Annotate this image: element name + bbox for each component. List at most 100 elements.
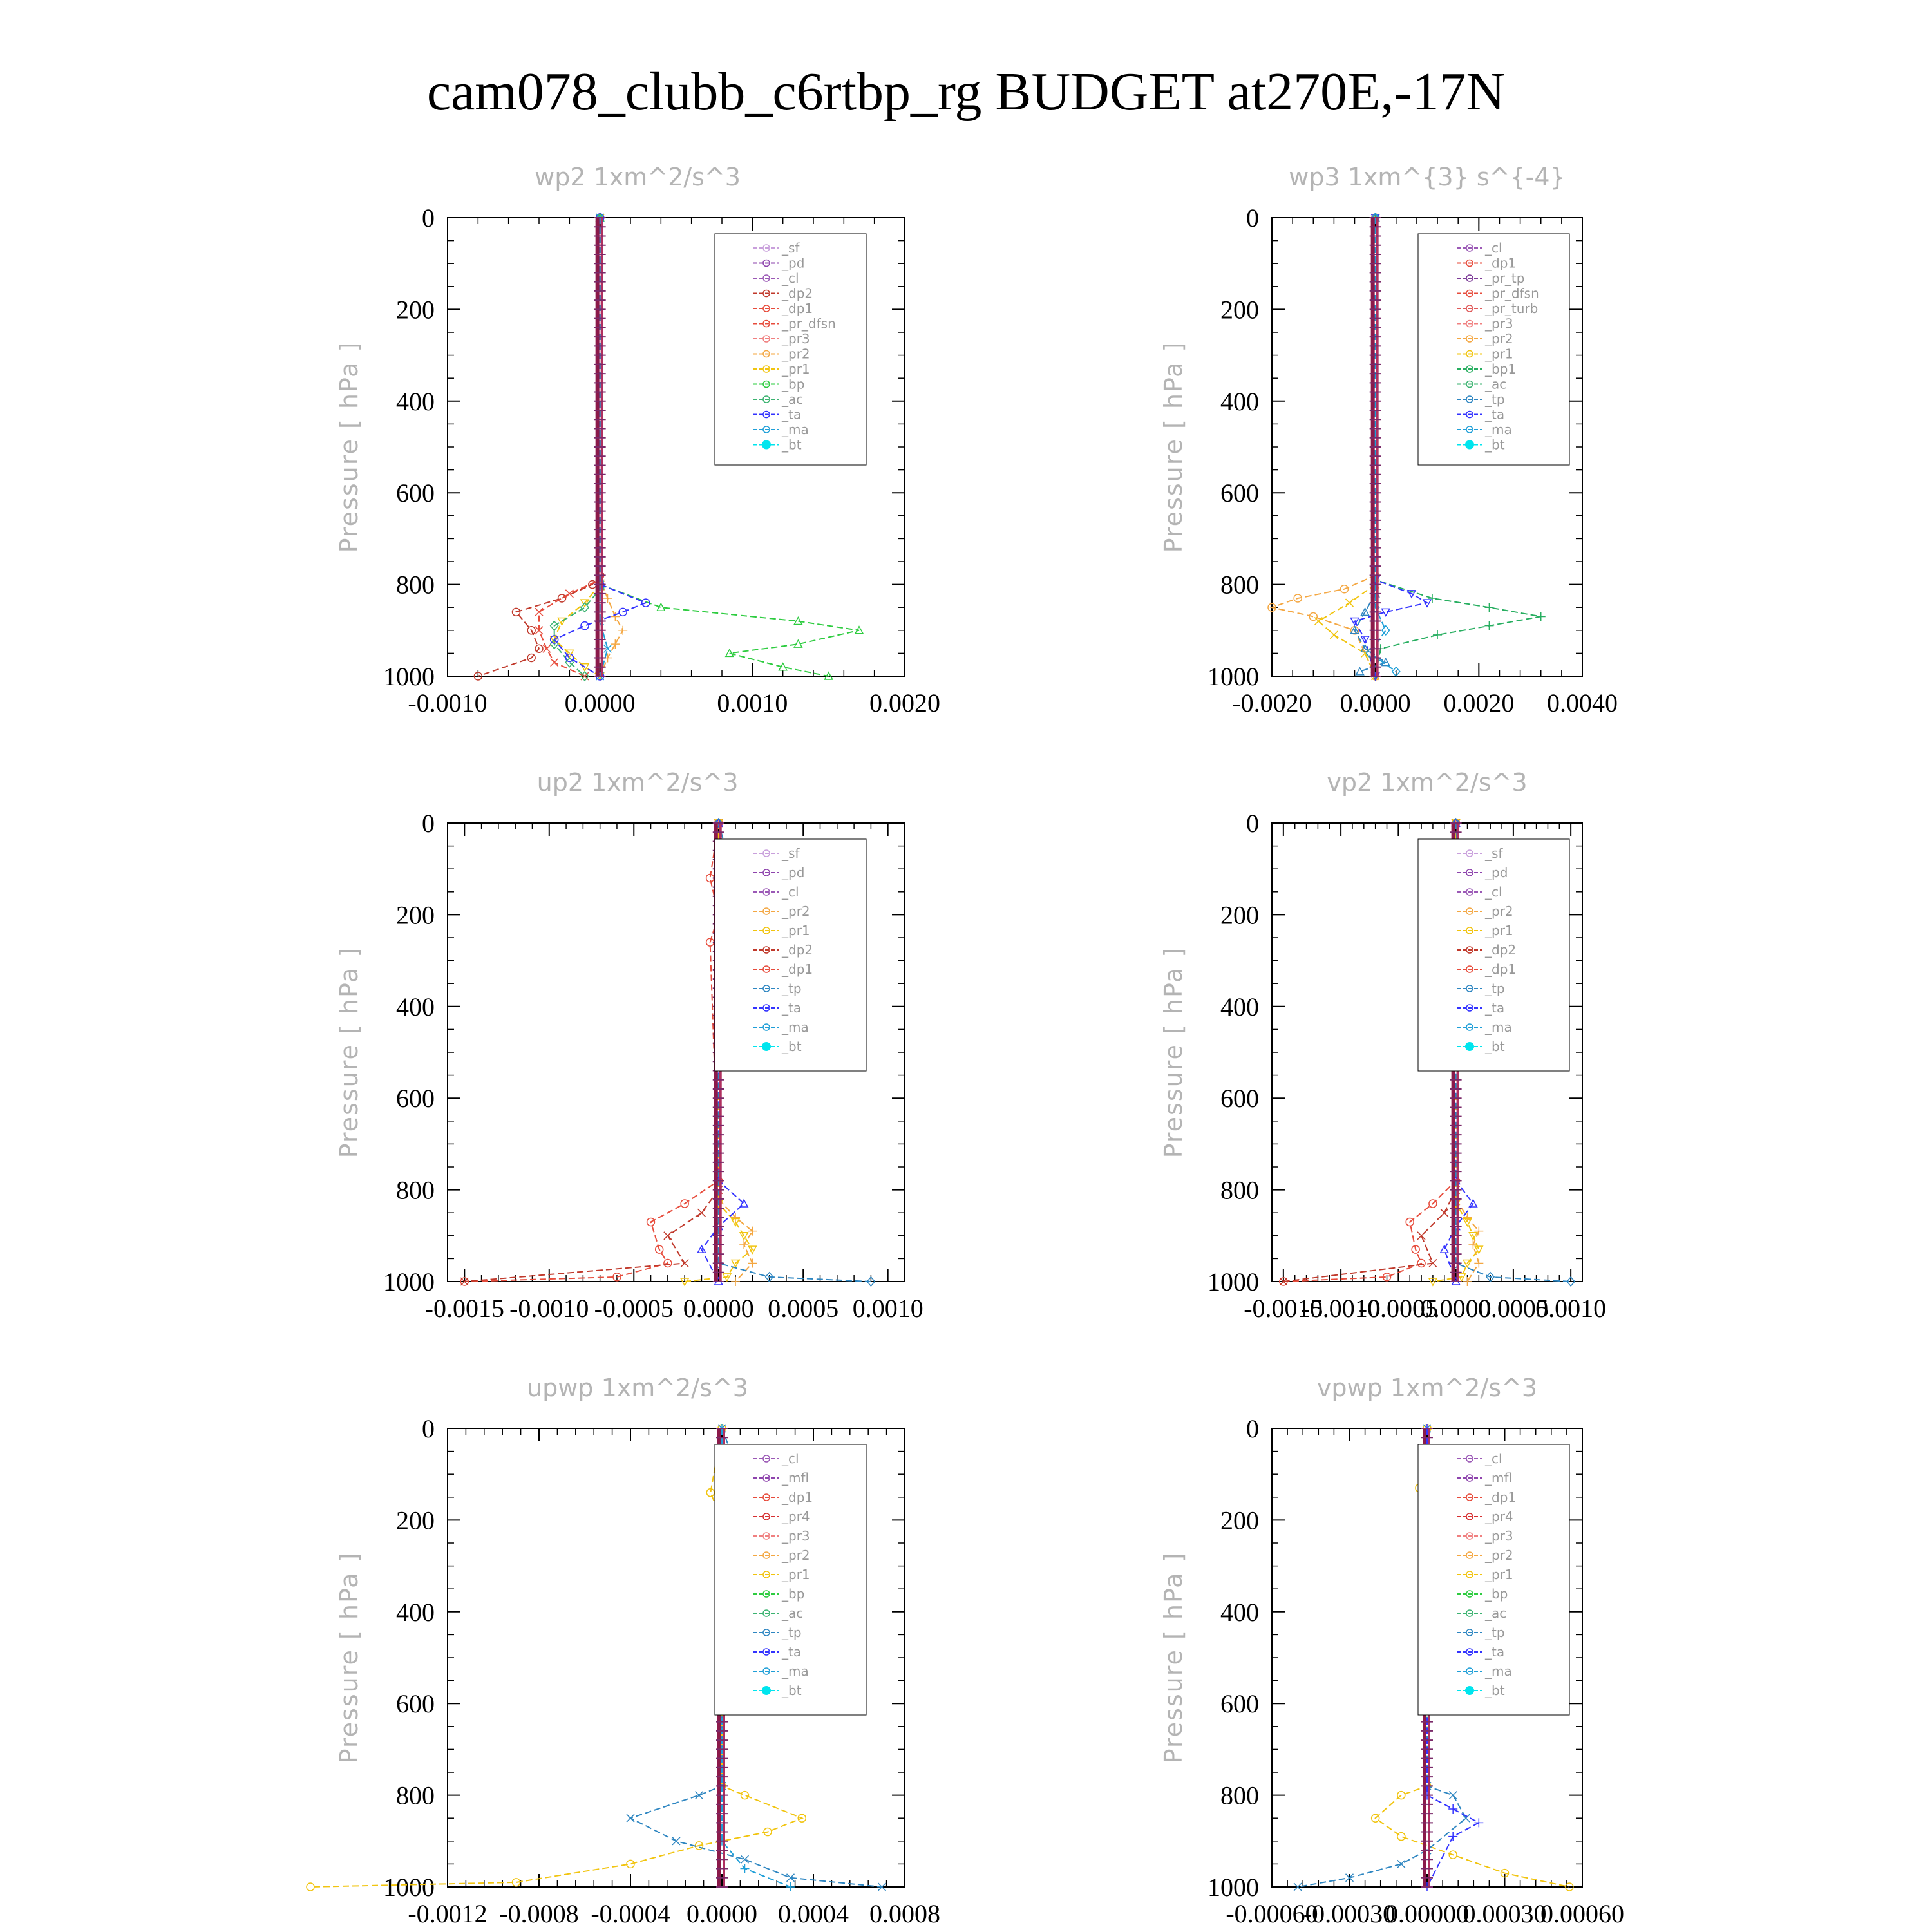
x-tick-label: -0.0010 <box>509 1294 589 1323</box>
legend-marker <box>762 1609 770 1617</box>
series-marker <box>1360 643 1370 653</box>
legend-label: _dp2 <box>781 286 813 301</box>
series-marker <box>722 1273 732 1282</box>
legend-marker <box>1466 869 1473 876</box>
legend-label: _ac <box>781 1605 803 1621</box>
series-marker <box>306 1882 315 1891</box>
series-marker <box>739 1232 749 1241</box>
legend-marker <box>762 1648 770 1656</box>
series-marker <box>1355 667 1365 676</box>
legend-marker <box>1466 1004 1473 1012</box>
series-marker <box>1345 598 1354 607</box>
legend-marker <box>1466 1667 1473 1675</box>
y-tick-label: 600 <box>396 478 435 507</box>
legend-label: _dp1 <box>781 1490 813 1505</box>
legend-label: _mfl <box>1484 1470 1512 1486</box>
series-marker <box>748 1258 757 1268</box>
y-tick-label: 1000 <box>1208 1267 1259 1296</box>
series-marker <box>1474 1818 1484 1828</box>
legend-marker <box>1466 426 1473 433</box>
legend-box <box>1417 233 1570 466</box>
series-marker <box>527 626 536 635</box>
series-marker <box>1417 1258 1426 1268</box>
y-tick-label: 1000 <box>1208 1873 1259 1902</box>
legend-marker <box>762 395 770 403</box>
series-marker <box>565 653 574 663</box>
series-marker <box>612 1273 621 1282</box>
series-marker <box>603 644 612 653</box>
series-marker <box>1370 1814 1380 1823</box>
legend-marker <box>1466 244 1473 252</box>
x-tick-label: -0.0015 <box>1244 1294 1323 1323</box>
series-marker <box>1500 1868 1510 1878</box>
legend-label: _bp <box>781 1586 804 1602</box>
series-marker <box>565 649 574 658</box>
x-tick-label: 0.0000 <box>683 1294 754 1323</box>
series-marker <box>1382 1273 1392 1282</box>
series-marker <box>697 1244 706 1253</box>
series-marker <box>511 1878 521 1887</box>
series-marker <box>778 662 788 671</box>
series-marker <box>1411 1245 1420 1254</box>
y-tick-label: 800 <box>396 571 435 600</box>
y-tick-label: 400 <box>396 992 435 1021</box>
series-marker <box>473 672 483 681</box>
legend-marker <box>762 335 770 343</box>
series-marker <box>1448 1850 1457 1859</box>
legend-marker <box>762 365 770 373</box>
y-tick-label: 200 <box>396 900 435 929</box>
series-line <box>1298 1428 1467 1888</box>
legend-label: _pd <box>781 256 804 271</box>
legend-marker <box>762 1590 770 1598</box>
legend-marker <box>1466 1648 1473 1656</box>
legend-label: _pr1 <box>781 1567 810 1582</box>
series-line <box>310 1428 804 1888</box>
legend-label: _cl <box>1484 884 1502 900</box>
legend-marker <box>762 1513 770 1520</box>
series-marker <box>535 607 544 616</box>
legend-label: _dp1 <box>781 961 813 977</box>
series-marker <box>580 670 589 682</box>
legend-box <box>1417 1444 1570 1716</box>
chart-panel: vpwp 1xm^2/s^3 Pressure [ hPa ] 0 200 400 600… <box>1159 1374 1624 1928</box>
series-marker <box>1340 584 1349 594</box>
legend-marker <box>1466 985 1473 992</box>
legend-marker <box>762 1023 770 1031</box>
legend-label: _pr4 <box>781 1509 810 1524</box>
legend-label: _tp <box>781 1625 802 1640</box>
legend-marker <box>762 289 770 298</box>
series-marker <box>694 1791 704 1800</box>
series-line <box>1426 1428 1481 1888</box>
y-tick-label: 0 <box>422 809 435 838</box>
legend-label: _bt <box>781 1683 802 1698</box>
series-marker <box>565 589 574 598</box>
legend-marker <box>1466 350 1473 358</box>
series-marker <box>1417 1231 1426 1240</box>
legend-label: _ma <box>781 1663 809 1679</box>
series-marker <box>580 599 590 608</box>
series-marker <box>549 620 559 631</box>
series-marker <box>550 658 559 667</box>
x-tick-label: -0.0010 <box>1301 1294 1380 1323</box>
series-marker <box>786 1873 795 1882</box>
series-marker <box>1279 1277 1288 1286</box>
y-tick-label: 800 <box>396 1176 435 1205</box>
series-marker <box>654 1245 664 1254</box>
series-marker <box>730 1218 741 1227</box>
legend-label: _pr4 <box>1484 1509 1513 1524</box>
series-marker <box>740 1855 750 1864</box>
legend-marker <box>762 1629 770 1636</box>
legend-marker <box>762 1532 770 1540</box>
series-marker <box>1448 1804 1458 1814</box>
series-line <box>553 218 601 677</box>
series-marker <box>1474 1226 1484 1236</box>
series-marker <box>1536 612 1546 621</box>
legend-marker <box>1466 335 1473 343</box>
legend-marker <box>762 274 770 282</box>
x-tick-label: 0.0000 <box>687 1899 757 1928</box>
series-marker <box>1566 1276 1576 1287</box>
series-marker <box>1345 1873 1354 1882</box>
legend-marker <box>1466 965 1473 973</box>
legend-label: _bp <box>781 377 804 392</box>
legend-marker <box>1466 1571 1473 1578</box>
